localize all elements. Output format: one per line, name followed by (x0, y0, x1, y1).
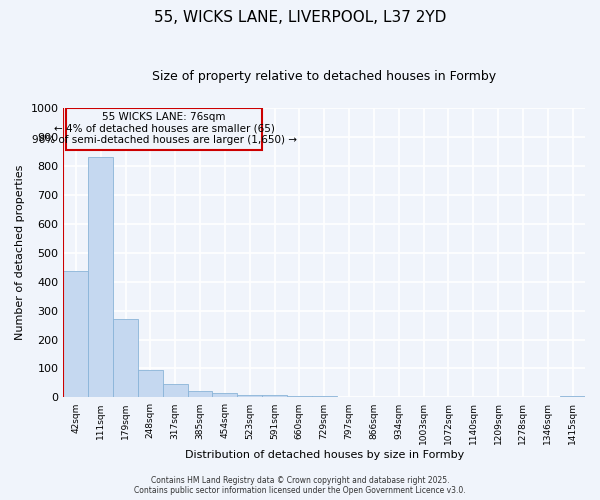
Bar (212, 393, 237, 398)
FancyBboxPatch shape (66, 108, 262, 150)
Title: Size of property relative to detached houses in Formby: Size of property relative to detached ho… (152, 70, 496, 83)
Bar (188, 391, 212, 398)
Bar (88, 157, 113, 398)
Bar (361, 397, 386, 398)
Bar (262, 394, 287, 398)
Bar (138, 370, 163, 398)
Bar (560, 396, 585, 398)
Bar (64, 272, 88, 398)
X-axis label: Distribution of detached houses by size in Formby: Distribution of detached houses by size … (185, 450, 464, 460)
Y-axis label: Number of detached properties: Number of detached properties (15, 165, 25, 340)
Text: 55, WICKS LANE, LIVERPOOL, L37 2YD: 55, WICKS LANE, LIVERPOOL, L37 2YD (154, 10, 446, 25)
Bar (287, 396, 312, 398)
Bar (163, 384, 188, 398)
Bar (337, 397, 361, 398)
Bar (237, 394, 262, 398)
Bar (113, 319, 138, 398)
Text: Contains HM Land Registry data © Crown copyright and database right 2025.
Contai: Contains HM Land Registry data © Crown c… (134, 476, 466, 495)
Bar (312, 396, 337, 398)
Text: 55 WICKS LANE: 76sqm
← 4% of detached houses are smaller (65)
96% of semi-detach: 55 WICKS LANE: 76sqm ← 4% of detached ho… (32, 112, 296, 146)
